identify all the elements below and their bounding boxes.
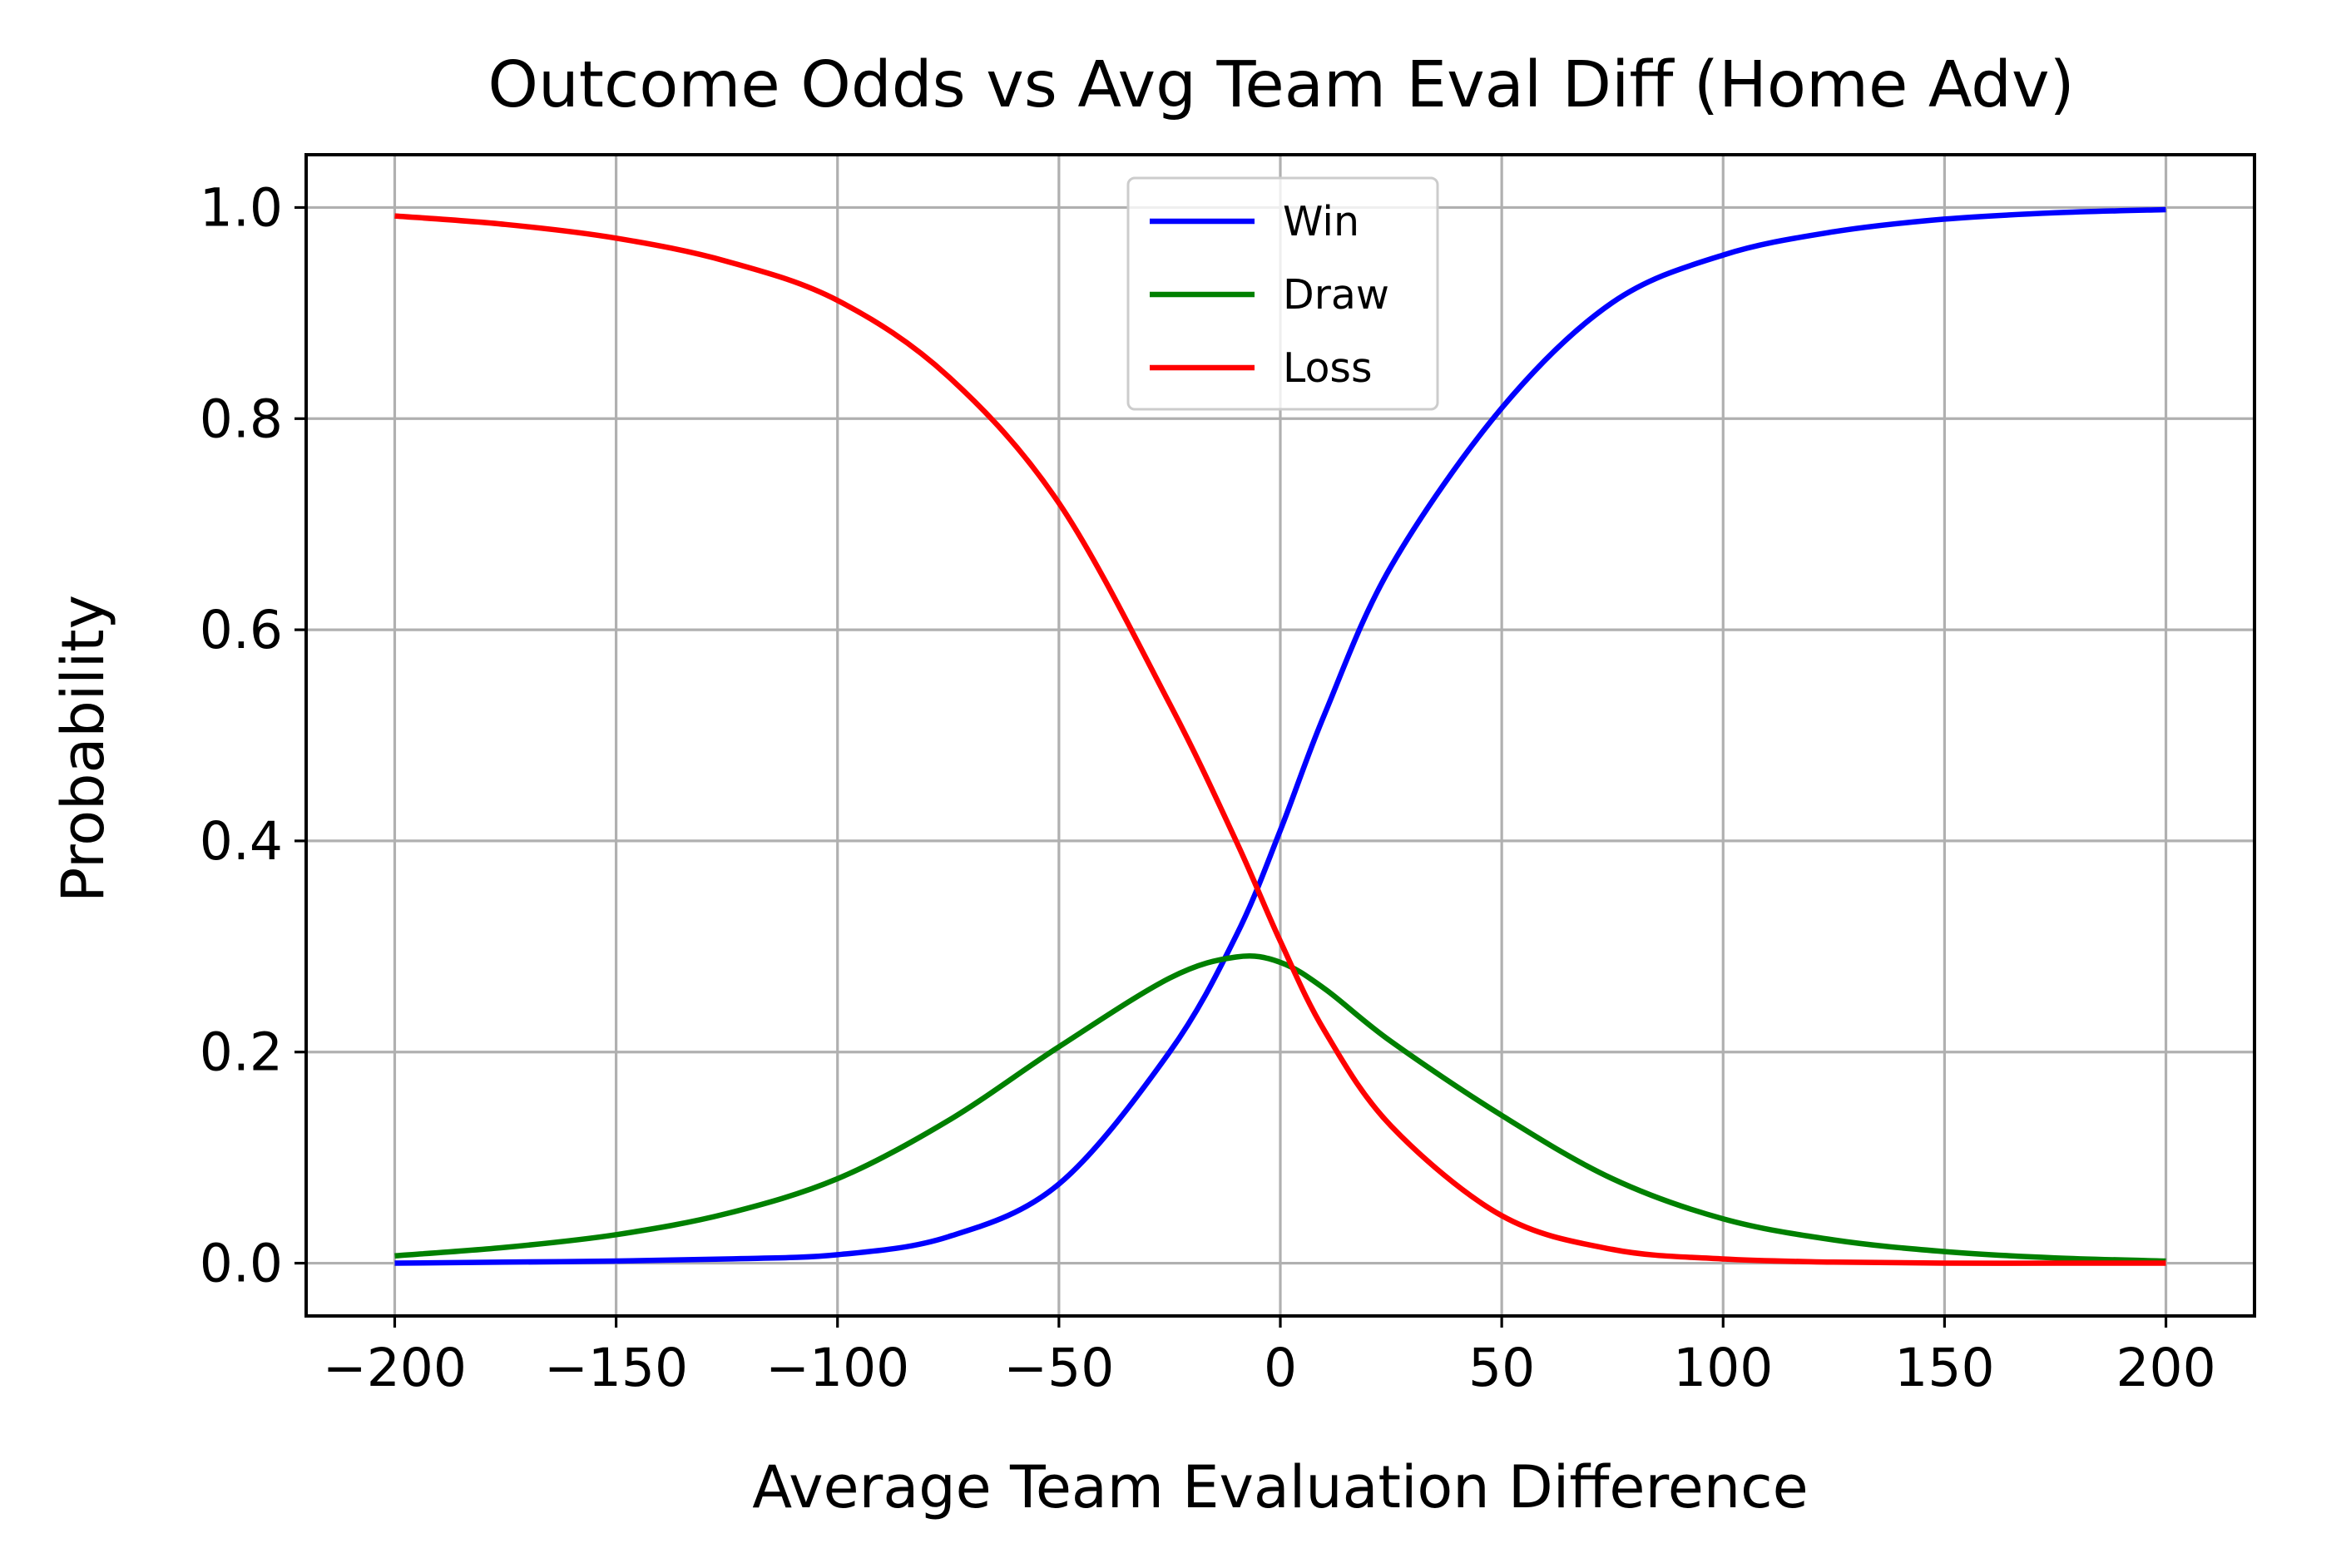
- series-win-line: [394, 206, 2166, 1266]
- series-layer: [394, 206, 2166, 1266]
- y-tick-label: 0.2: [200, 1022, 283, 1083]
- y-tick-label: 0.8: [200, 388, 283, 449]
- x-tick-label: 100: [1673, 1338, 1773, 1398]
- x-tick-label: −150: [544, 1338, 688, 1398]
- y-tick-label: 0.6: [200, 600, 283, 660]
- series-draw-line: [394, 953, 2166, 1264]
- legend-box: [1126, 176, 1439, 411]
- legend-label-draw: Draw: [1283, 271, 1389, 319]
- x-tick-label: −50: [1003, 1338, 1114, 1398]
- y-tick-label: 1.0: [200, 177, 283, 238]
- series-loss-line: [394, 213, 2166, 1266]
- y-tick-label: 0.4: [200, 811, 283, 872]
- x-tick-label: −100: [765, 1338, 909, 1398]
- legend-label-loss: Loss: [1283, 344, 1372, 392]
- ticks: −200 −150 −100 −50 0 50 100 150 200 0.0 0.2 0.4 0.6 0…: [200, 177, 2216, 1398]
- chart-title: Outcome Odds vs Avg Team Eval Diff (Home…: [488, 48, 2074, 122]
- x-tick-label: 200: [2116, 1338, 2215, 1398]
- x-tick-label: 150: [1894, 1338, 1994, 1398]
- x-tick-label: −200: [323, 1338, 467, 1398]
- y-tick-label: 0.0: [200, 1234, 283, 1294]
- legend-label-win: Win: [1283, 198, 1359, 245]
- x-axis-label: Average Team Evaluation Difference: [752, 1453, 1808, 1521]
- x-tick-label: 50: [1468, 1338, 1535, 1398]
- legend: Win Draw Loss: [1126, 176, 1439, 411]
- y-axis-label: Probability: [49, 595, 117, 903]
- x-tick-label: 0: [1264, 1338, 1297, 1398]
